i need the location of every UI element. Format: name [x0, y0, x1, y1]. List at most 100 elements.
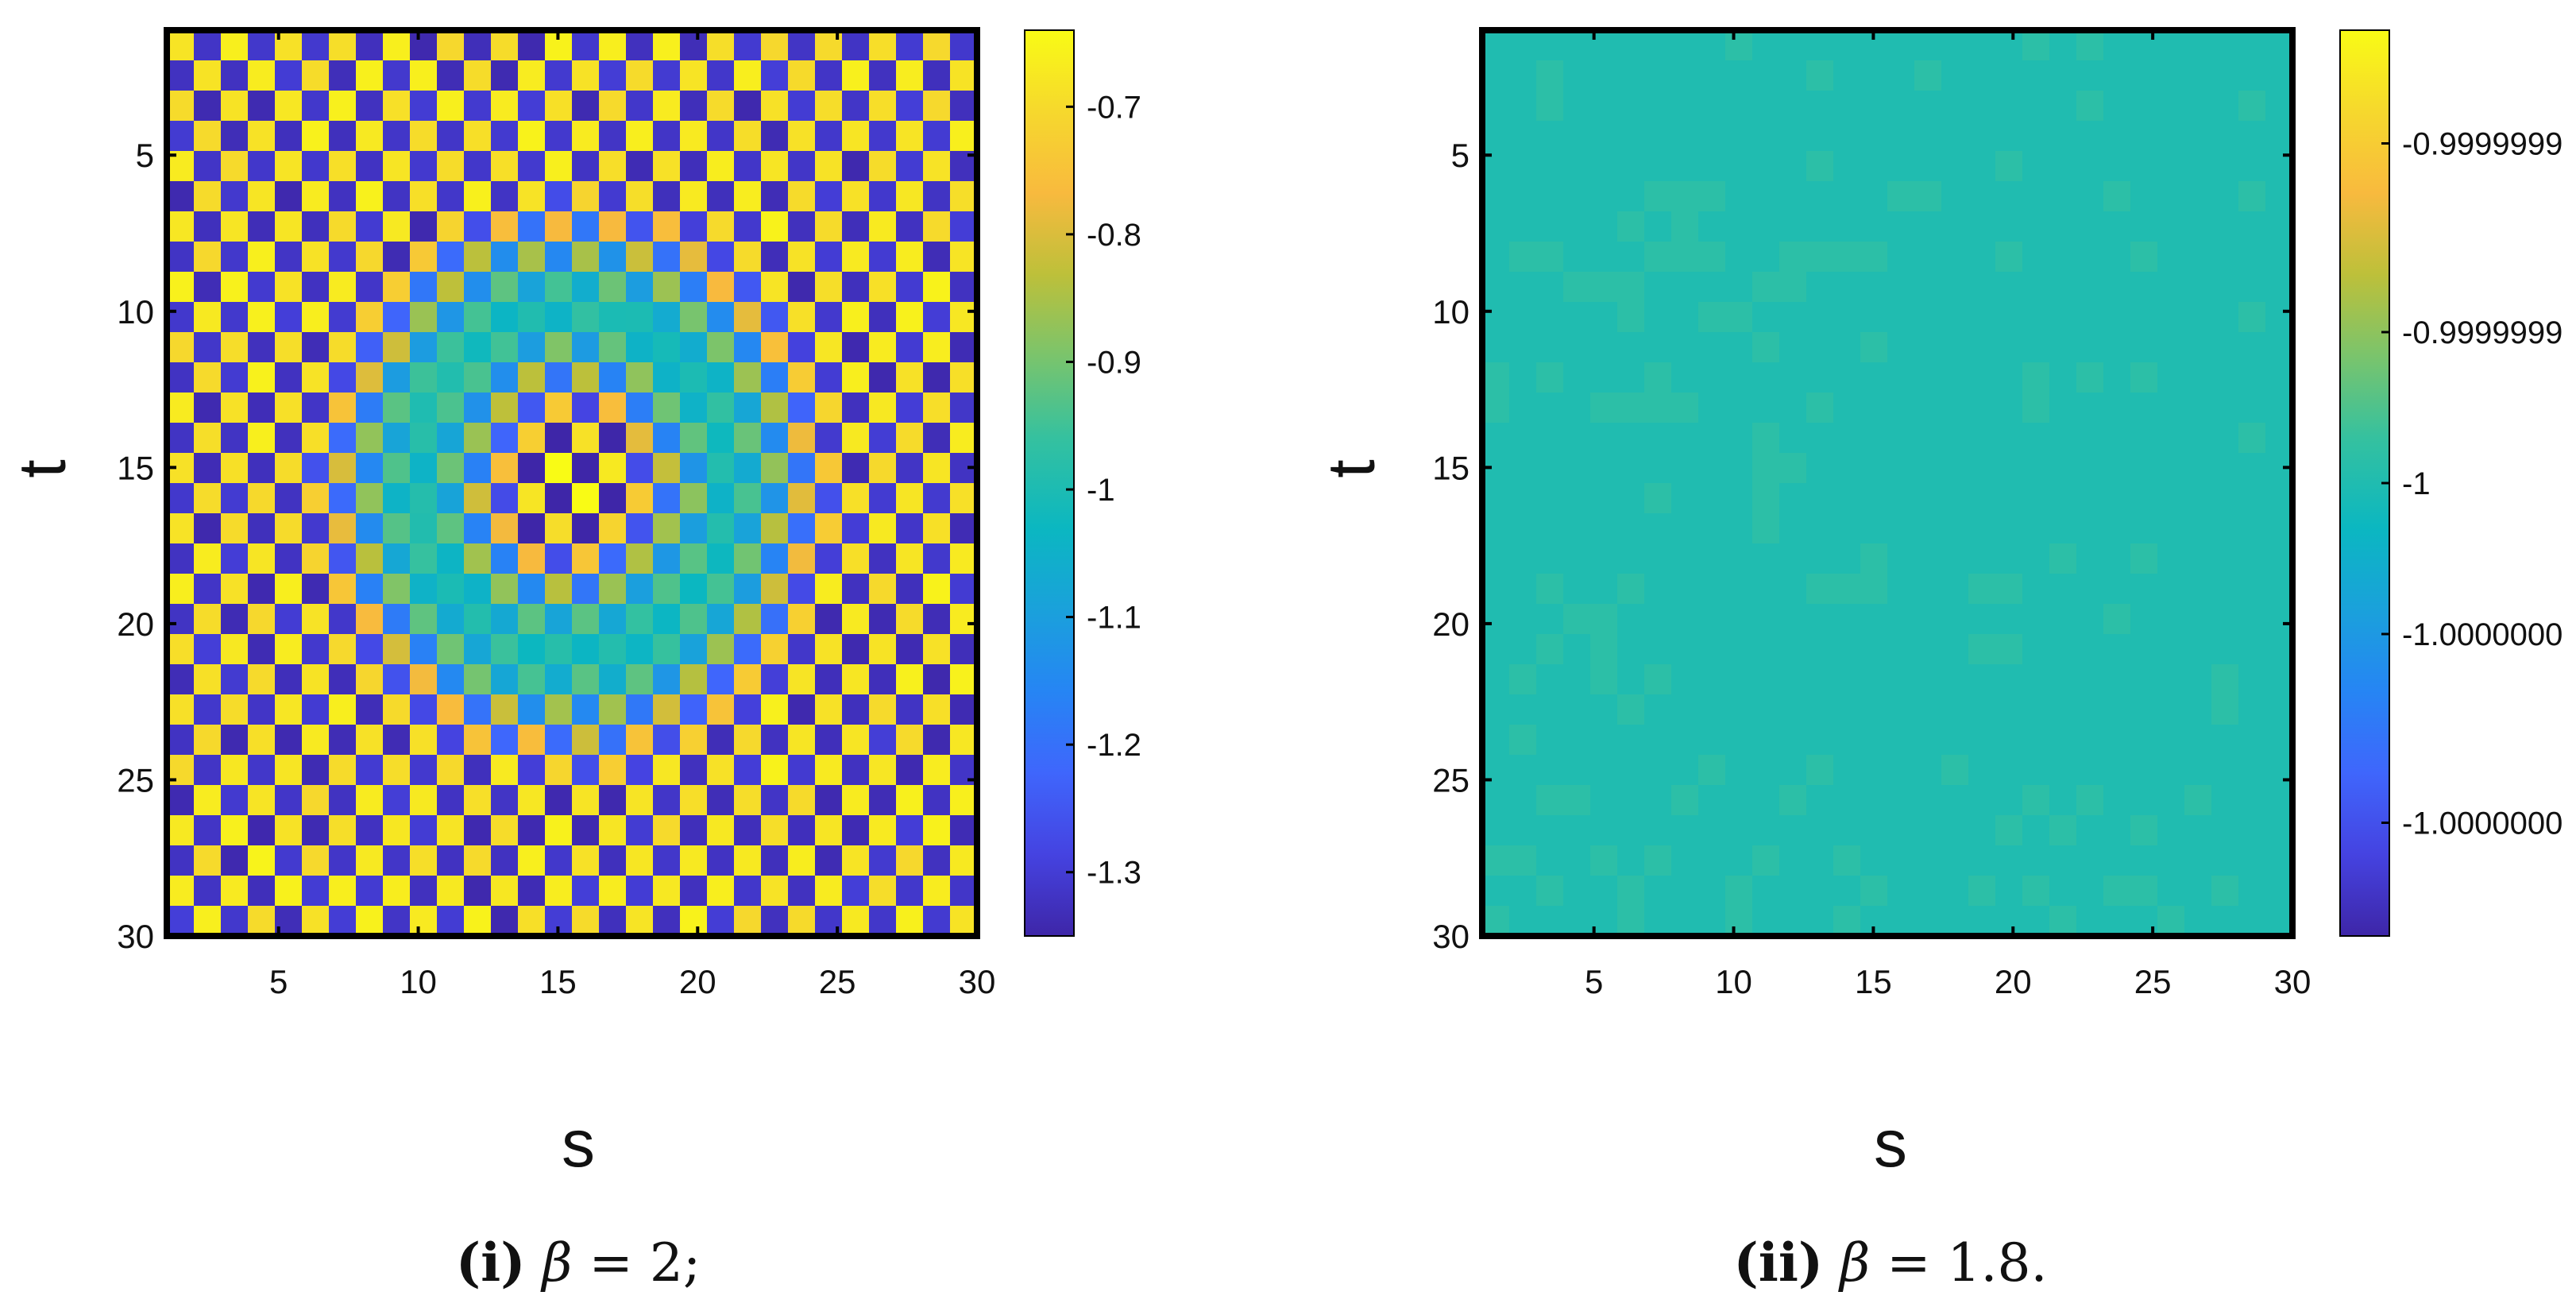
heatmap-cell [761, 483, 789, 514]
heatmap-cell [275, 393, 303, 423]
heatmap-cell [545, 634, 573, 665]
heatmap-cell [653, 362, 681, 393]
heatmap-cell [788, 211, 816, 242]
heatmap-cell [1725, 483, 1753, 514]
heatmap-cell [410, 513, 438, 544]
heatmap-cell [1941, 604, 1969, 635]
heatmap-cell [2076, 755, 2104, 786]
heatmap-cell [2184, 211, 2212, 242]
heatmap-cell [842, 694, 870, 725]
colorbar-panel-ii [2339, 29, 2390, 937]
heatmap-cell [2211, 242, 2239, 273]
heatmap-cell [2130, 211, 2158, 242]
heatmap-cell [1860, 755, 1888, 786]
heatmap-cell [2157, 634, 2185, 665]
heatmap-cell [1995, 332, 2023, 363]
heatmap-cell [1563, 60, 1591, 91]
heatmap-cell [1968, 664, 1996, 695]
heatmap-cell [923, 664, 951, 695]
heatmap-cell [1860, 513, 1888, 544]
heatmap-cell [2157, 181, 2185, 212]
heatmap-cell [1833, 634, 1861, 665]
heatmap-cell [869, 483, 897, 514]
heatmap-cell [572, 604, 600, 635]
heatmap-cell [1752, 453, 1780, 484]
y-axis-label-panel-ii: t [1314, 459, 1388, 478]
heatmap-cell [1887, 91, 1915, 122]
heatmap-cell [248, 604, 276, 635]
heatmap-cell [221, 664, 249, 695]
heatmap-cell [734, 543, 762, 574]
heatmap-cell [950, 302, 978, 333]
heatmap-cell [1806, 543, 1834, 574]
heatmap-cell [896, 423, 924, 454]
heatmap-cell [518, 604, 546, 635]
heatmap-cell [356, 272, 384, 303]
heatmap-cell [221, 91, 249, 122]
heatmap-cell [329, 876, 357, 907]
heatmap-cell [626, 543, 654, 574]
heatmap-cell [2211, 664, 2239, 695]
heatmap-cell [1806, 302, 1834, 333]
heatmap-cell [1779, 785, 1807, 816]
heatmap-cell [1617, 725, 1645, 756]
heatmap-cell [1779, 393, 1807, 423]
heatmap-cell [545, 151, 573, 182]
heatmap-cell [896, 453, 924, 484]
heatmap-cell [2076, 181, 2104, 212]
heatmap-cell [1887, 634, 1915, 665]
heatmap-cell [707, 242, 735, 273]
heatmap-cell [1590, 725, 1618, 756]
heatmap-cell [1482, 332, 1510, 363]
heatmap-cell [1968, 755, 1996, 786]
heatmap-cell [356, 151, 384, 182]
heatmap-cell [2022, 876, 2050, 907]
heatmap-cell [1563, 513, 1591, 544]
heatmap-cell [1536, 362, 1564, 393]
heatmap-cell [302, 423, 330, 454]
heatmap-cell [599, 393, 627, 423]
heatmap-cell [1914, 242, 1942, 273]
heatmap-cell [1509, 876, 1537, 907]
heatmap-cell [707, 332, 735, 363]
heatmap-cell [923, 725, 951, 756]
heatmap-cell [167, 483, 195, 514]
heatmap-cell [1536, 393, 1564, 423]
heatmap-cell [761, 453, 789, 484]
heatmap-cell [383, 211, 411, 242]
heatmap-cell [2022, 483, 2050, 514]
heatmap-cell [1644, 664, 1672, 695]
heatmap-cell [1482, 60, 1510, 91]
heatmap-cell [1482, 604, 1510, 635]
heatmap-cell [1860, 664, 1888, 695]
y-tick-label: 15 [1432, 449, 1470, 486]
heatmap-cell [1779, 876, 1807, 907]
heatmap-cell [2238, 272, 2266, 303]
heatmap-cell [1617, 483, 1645, 514]
heatmap-cell [329, 483, 357, 514]
heatmap-cell [1536, 755, 1564, 786]
heatmap-cell [1482, 664, 1510, 695]
heatmap-cell [1617, 91, 1645, 122]
heatmap-cell [1590, 302, 1618, 333]
heatmap-cell [1536, 30, 1564, 61]
heatmap-cell [1509, 151, 1537, 182]
heatmap-cell [1887, 453, 1915, 484]
heatmap-cell [1671, 272, 1699, 303]
heatmap-cell [491, 483, 519, 514]
heatmap-cell [572, 393, 600, 423]
heatmap-cell [1779, 30, 1807, 61]
heatmap-cell [302, 60, 330, 91]
heatmap-cell [1968, 634, 1996, 665]
heatmap-cell [1752, 906, 1780, 937]
heatmap-cell [815, 574, 843, 605]
heatmap-cell [2265, 121, 2293, 152]
heatmap-cell [329, 604, 357, 635]
heatmap-cell [2211, 725, 2239, 756]
heatmap-cell [1509, 393, 1537, 423]
heatmap-cell [869, 876, 897, 907]
heatmap-cell [1887, 664, 1915, 695]
heatmap-cell [545, 845, 573, 876]
heatmap-cell [626, 513, 654, 544]
